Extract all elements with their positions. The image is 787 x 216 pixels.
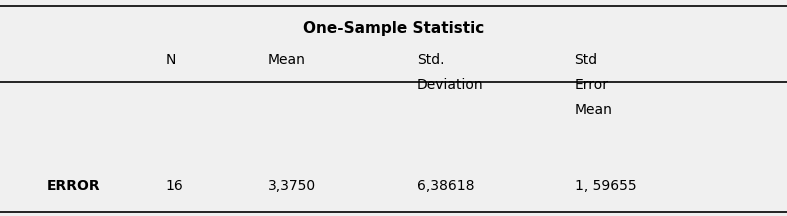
Text: Error: Error xyxy=(575,78,608,92)
Text: Mean: Mean xyxy=(268,54,305,67)
Text: N: N xyxy=(165,54,176,67)
Text: ERROR: ERROR xyxy=(47,179,101,193)
Text: One-Sample Statistic: One-Sample Statistic xyxy=(303,21,484,36)
Text: Std.: Std. xyxy=(417,54,445,67)
Text: Std: Std xyxy=(575,54,597,67)
Text: 3,3750: 3,3750 xyxy=(268,179,316,193)
Text: 6,38618: 6,38618 xyxy=(417,179,475,193)
Text: Mean: Mean xyxy=(575,103,612,117)
Text: 1, 59655: 1, 59655 xyxy=(575,179,636,193)
Text: 16: 16 xyxy=(165,179,183,193)
Text: Deviation: Deviation xyxy=(417,78,484,92)
